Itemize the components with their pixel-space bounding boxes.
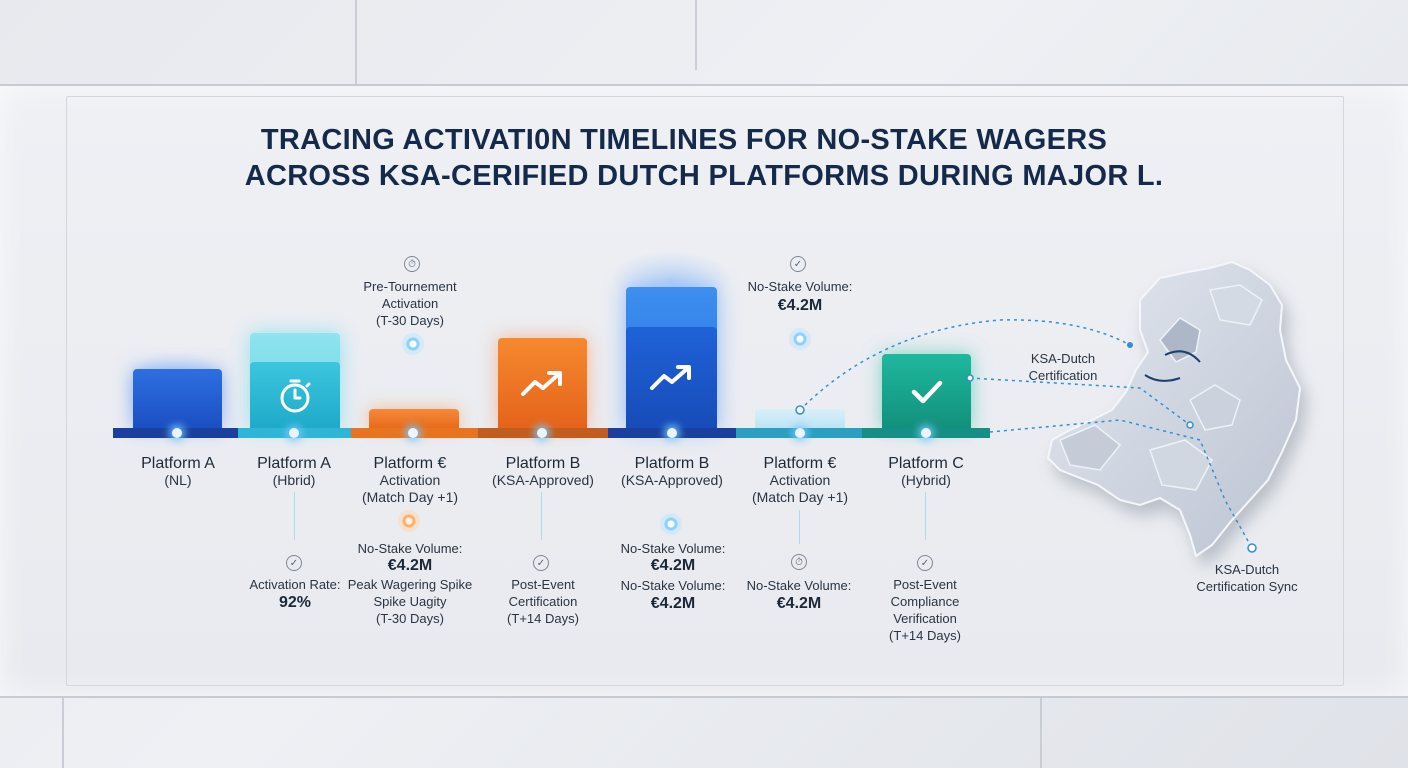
timeline-node: [537, 428, 547, 438]
map-label-certification: KSA-Dutch Certification: [1028, 351, 1098, 383]
activation-rate-label: Activation Rate:: [249, 577, 341, 592]
platform-label-7: Platform C (Hybrid): [888, 455, 964, 488]
volume-col2-value: €4.2M: [387, 557, 433, 574]
map-label-certification-sync: KSA-Dutch Certification Sync: [1196, 562, 1298, 594]
volume-col5-value: €4.2M: [776, 595, 822, 612]
bar-platform-b-1: [498, 338, 587, 429]
timeline-node: [667, 428, 677, 438]
connector-line-dashed: [969, 377, 1191, 426]
check-circle-icon: ✓: [917, 555, 933, 571]
volume-col4-value: €4.2M: [650, 557, 696, 574]
bar-platform-euro-2: [755, 409, 845, 429]
trend-up-icon: [520, 370, 562, 396]
target-marker: [789, 328, 811, 350]
post-event-certification: Post-Event Certification (T+14 Days): [507, 577, 579, 626]
target-marker: [402, 333, 424, 355]
platform-label-5: Platform B (KSA-Approved): [621, 455, 723, 488]
bar-platform-euro-1: [369, 409, 459, 429]
platform-label-1: Platform A (NL): [141, 455, 215, 488]
volume-col4-label: No-Stake Volume:: [620, 541, 726, 556]
bar-platform-a-nl: [133, 369, 222, 429]
volume-col4-label-2: No-Stake Volume:: [620, 578, 726, 593]
trend-up-icon: [649, 365, 691, 390]
bar-platform-b-2: [626, 327, 717, 429]
check-circle-icon: ✓: [790, 256, 806, 272]
bg-divider: [355, 0, 357, 84]
volume-col4-value-2: €4.2M: [650, 595, 696, 612]
check-circle-icon: ✓: [286, 555, 302, 571]
connector-line-dashed: [989, 419, 1253, 549]
bg-divider: [1040, 694, 1042, 768]
connector-line: [294, 492, 295, 540]
bg-divider: [62, 694, 64, 768]
bg-divider: [695, 0, 697, 70]
title-line-2: ACROSS KSA-CERIFIED DUTCH PLATFORMS DURI…: [244, 160, 1164, 192]
connector-line: [541, 492, 542, 540]
check-circle-icon: ✓: [533, 555, 549, 571]
stopwatch-small-icon: ⏱: [791, 554, 807, 570]
peak-spike-label: Peak Wagering Spike Spike Uagity (T-30 D…: [347, 577, 473, 626]
platform-label-2: Platform A (Hbrid): [257, 455, 331, 488]
stopwatch-small-icon: ⏱: [404, 256, 420, 272]
inner-panel: [66, 96, 1344, 686]
volume-value-top: €4.2M: [777, 297, 823, 314]
activation-rate-value: 92%: [278, 594, 312, 611]
platform-label-3: Platform € Activation (Match Day +1): [361, 455, 459, 505]
target-marker: [398, 510, 420, 532]
stopwatch-icon: [280, 379, 311, 412]
title-line-1: TRACING ACTIVATI0N TIMELINES FOR NO-STAK…: [260, 124, 1108, 156]
bar-platform-c: [882, 354, 971, 429]
pre-tournament-label: Pre-Tournement Activation (T-30 Days): [363, 279, 457, 328]
timeline-node: [795, 428, 805, 438]
volume-col5-label: No-Stake Volume:: [746, 578, 852, 593]
checkmark-icon: [911, 380, 942, 403]
target-marker: [660, 513, 682, 535]
timeline-node: [408, 428, 418, 438]
volume-label-top: No-Stake Volume:: [747, 279, 853, 294]
volume-col2-label: No-Stake Volume:: [357, 541, 463, 556]
platform-label-6: Platform € Activation (Match Day +1): [751, 455, 849, 505]
connector-line: [925, 492, 926, 540]
post-event-compliance: Post-Event Compliance Verification (T+14…: [889, 577, 961, 643]
timeline-node: [921, 428, 931, 438]
platform-label-4: Platform B (KSA-Approved): [492, 455, 594, 488]
connector-line: [799, 510, 800, 544]
timeline-node: [172, 428, 182, 438]
timeline-node: [289, 428, 299, 438]
bar-platform-a-hybrid: [250, 362, 340, 429]
